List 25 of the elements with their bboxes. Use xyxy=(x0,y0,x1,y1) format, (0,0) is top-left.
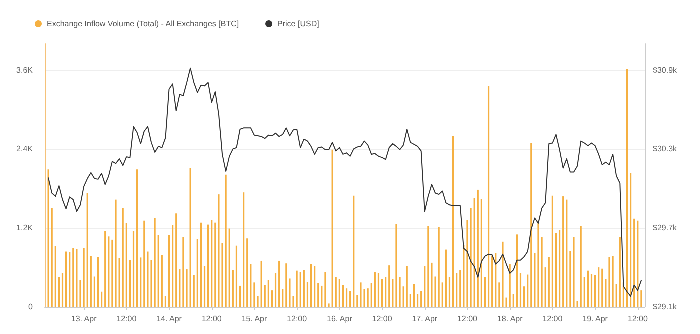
x-tick-label: 12:00 xyxy=(287,314,308,324)
y2-tick-label: $29.1k xyxy=(653,302,678,312)
x-tick-label: 12:00 xyxy=(372,314,393,324)
x-tick-label: 16. Apr xyxy=(326,314,353,324)
x-tick-label: 19. Apr xyxy=(582,314,608,324)
x-tick-label: 12:00 xyxy=(202,314,222,324)
x-tick-label: 15. Apr xyxy=(242,314,268,324)
x-tick-label: 12:00 xyxy=(457,314,478,324)
y-tick-label: 0 xyxy=(28,302,34,312)
x-tick-label: 14. Apr xyxy=(156,314,182,324)
x-tick-label: 17. Apr xyxy=(412,314,438,324)
legend-label: Price [USD] xyxy=(278,20,320,28)
x-tick-label: 12:00 xyxy=(628,314,648,324)
line-series xyxy=(48,68,642,297)
x-tick-label: 13. Apr xyxy=(71,314,98,324)
y2-tick-label: $29.7k xyxy=(653,224,678,233)
y2-tick-label: $30.3k xyxy=(653,144,678,154)
x-tick-label: 18. Apr xyxy=(497,314,524,324)
x-tick-label: 12:00 xyxy=(116,314,138,324)
y-tick-label: 1.2K xyxy=(16,224,34,233)
legend-label: Exchange Inflow Volume (Total) - All Exchanges [BTC] xyxy=(47,20,240,28)
x-tick-label: 12:00 xyxy=(542,314,564,324)
y-tick-label: 2.4K xyxy=(16,144,34,154)
y2-tick-label: $30.9k xyxy=(653,66,678,75)
y-tick-label: 3.6K xyxy=(16,66,34,75)
